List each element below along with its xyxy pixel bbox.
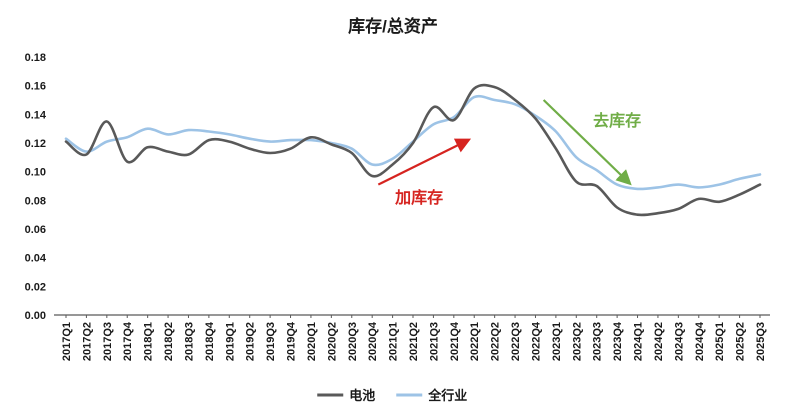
y-axis-label: 0.12 bbox=[25, 138, 46, 150]
x-axis-label: 2021Q4 bbox=[449, 321, 461, 361]
x-axis-label: 2024Q1 bbox=[633, 322, 645, 361]
x-axis-label: 2022Q3 bbox=[510, 322, 522, 361]
x-axis-label: 2021Q1 bbox=[388, 322, 400, 361]
x-axis-label: 2017Q2 bbox=[81, 322, 93, 361]
battery-series-line bbox=[64, 83, 762, 217]
legend-label: 电池 bbox=[349, 388, 375, 403]
x-axis-label: 2022Q1 bbox=[469, 322, 481, 361]
x-axis-label: 2019Q4 bbox=[286, 321, 298, 361]
x-axis-label: 2023Q2 bbox=[571, 322, 583, 361]
x-axis-label: 2018Q4 bbox=[204, 321, 216, 361]
y-axis-label: 0.06 bbox=[25, 224, 46, 236]
add-inventory-arrow bbox=[377, 138, 472, 186]
x-axis-label: 2017Q1 bbox=[61, 322, 73, 361]
y-axis-label: 0.10 bbox=[25, 167, 46, 179]
x-axis-label: 2021Q3 bbox=[428, 322, 440, 361]
y-axis-label: 0.14 bbox=[25, 109, 47, 121]
y-axis-label: 0.00 bbox=[25, 310, 46, 322]
y-axis-label: 0.08 bbox=[25, 195, 46, 207]
legend-item: 全行业 bbox=[396, 388, 467, 403]
x-axis-label: 2024Q3 bbox=[673, 322, 685, 361]
annotations-layer: 加库存 去库存 bbox=[377, 99, 641, 207]
x-axis-label: 2023Q4 bbox=[612, 321, 624, 361]
destock-label: 去库存 bbox=[593, 111, 641, 130]
y-axis-label: 0.18 bbox=[25, 52, 46, 64]
x-axis-label: 2025Q2 bbox=[735, 322, 747, 361]
x-axis-label: 2025Q1 bbox=[714, 322, 726, 361]
x-axis-label: 2022Q2 bbox=[490, 322, 502, 361]
chart-title: 库存/总资产 bbox=[348, 16, 438, 36]
y-axis-label: 0.04 bbox=[25, 253, 47, 265]
x-axis-label: 2020Q1 bbox=[306, 322, 318, 361]
x-axis-label: 2025Q3 bbox=[755, 322, 767, 361]
x-axis-label: 2017Q3 bbox=[102, 322, 114, 361]
x-axis-label: 2018Q1 bbox=[143, 322, 155, 361]
chart-legend: 电池 全行业 bbox=[317, 388, 467, 403]
x-axis-label: 2019Q2 bbox=[245, 322, 257, 361]
legend-item: 电池 bbox=[317, 388, 375, 403]
x-axis-label: 2019Q1 bbox=[224, 322, 236, 361]
destock-arrow bbox=[542, 99, 632, 186]
plot-area: 0.00 0.02 0.04 0.06 0.08 0.10 0.12 0.14 0.16 0.18… bbox=[25, 52, 770, 361]
x-axis-label: 2021Q2 bbox=[408, 322, 420, 361]
x-axis-label: 2023Q3 bbox=[592, 322, 604, 361]
add-inventory-label: 加库存 bbox=[394, 188, 443, 207]
x-axis-label: 2020Q3 bbox=[347, 322, 359, 361]
x-axis-label: 2018Q3 bbox=[183, 322, 195, 361]
x-axis-label: 2019Q3 bbox=[265, 322, 277, 361]
x-axis-label: 2024Q4 bbox=[694, 321, 706, 361]
x-axis-label: 2020Q2 bbox=[326, 322, 338, 361]
x-axis-label: 2018Q2 bbox=[163, 322, 175, 361]
x-axis-label: 2017Q4 bbox=[122, 321, 134, 361]
legend-label: 全行业 bbox=[427, 388, 467, 403]
y-axis-label: 0.16 bbox=[25, 81, 46, 93]
x-axis-label: 2022Q4 bbox=[530, 321, 542, 361]
x-axis-label: 2020Q4 bbox=[367, 321, 379, 361]
x-axis-label: 2023Q1 bbox=[551, 322, 563, 361]
x-axis-label: 2024Q2 bbox=[653, 322, 665, 361]
y-axis-label: 0.02 bbox=[25, 281, 46, 293]
